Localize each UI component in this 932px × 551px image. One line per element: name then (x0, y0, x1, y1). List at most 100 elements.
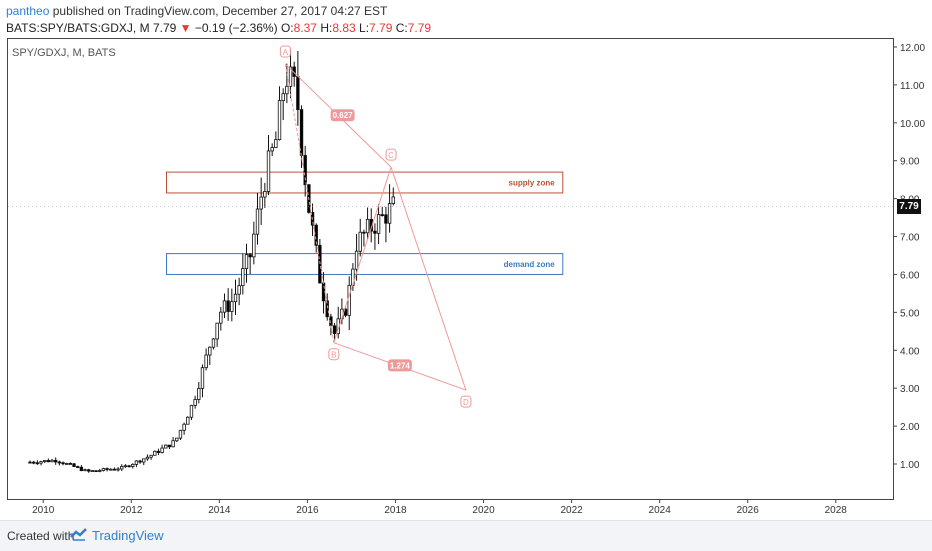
candle-body (299, 109, 304, 156)
candle-body (248, 254, 252, 258)
high-label: H: (320, 21, 333, 35)
candle-body (288, 66, 293, 87)
candle-body (94, 470, 98, 473)
candle-body (101, 468, 106, 471)
candle-body (384, 214, 388, 224)
author-link[interactable]: pantheo (6, 4, 50, 18)
candle-body (116, 468, 120, 471)
y-tick-label: 9.00 (900, 157, 920, 168)
candle-body (244, 254, 249, 269)
candle-body (149, 454, 153, 458)
demand-zone-box (166, 253, 564, 275)
candle-body (83, 469, 87, 472)
supply-zone-label: supply zone (509, 179, 556, 188)
y-tick-label: 1.00 (900, 460, 920, 471)
candle-body (318, 244, 322, 284)
candle-body (112, 468, 117, 471)
price-change: −0.19 (−2.36%) (194, 21, 278, 35)
pattern-point-a-label: A (283, 48, 289, 57)
y-tick-label: 2.00 (900, 422, 920, 433)
candle-body (376, 214, 381, 234)
candle-body (226, 300, 230, 312)
pattern-point-a-marker[interactable] (279, 45, 291, 58)
candle-body (79, 466, 84, 472)
candle-body (134, 460, 139, 465)
fib-ratio-label: 1.274 (390, 361, 411, 370)
abcd-pattern-lines (285, 63, 467, 391)
candle-body (314, 224, 318, 246)
candle-body (259, 196, 263, 210)
candle-body (263, 191, 267, 198)
last-price-badge: 7.79 (897, 199, 921, 214)
down-arrow-icon: ▼ (179, 21, 192, 35)
candle-body (57, 461, 62, 464)
x-tick-label: 2024 (649, 505, 672, 516)
candle-body (373, 230, 377, 234)
candle-body (387, 203, 392, 224)
price-chart[interactable]: 12.0011.0010.009.008.007.006.005.004.003… (0, 0, 932, 520)
chart-header: pantheo published on TradingView.com, De… (0, 0, 932, 38)
symbol-line: BATS:SPY/BATS:GDXJ, M 7.79 ▼ −0.19 (−2.3… (6, 21, 431, 35)
y-tick-label: 12.00 (900, 43, 925, 54)
candle-body (332, 325, 337, 334)
candle-body (68, 463, 73, 465)
pattern-point-c-marker[interactable] (385, 148, 397, 161)
candle-body (98, 470, 102, 472)
candle-body (72, 463, 76, 467)
tradingview-brand-link[interactable]: TradingView (92, 528, 164, 543)
last-price: 7.79 (152, 21, 177, 35)
candle-body (241, 268, 245, 286)
candle-body (325, 300, 329, 318)
candle-body (219, 311, 223, 324)
candle-body (391, 196, 395, 204)
y-tick-label: 4.00 (900, 346, 920, 357)
candle-body (171, 440, 175, 448)
candle-body (200, 367, 205, 389)
candle-body (270, 147, 274, 152)
fib-ratio-badge (387, 359, 412, 372)
candle-body (90, 470, 95, 473)
candle-body (35, 462, 40, 465)
candle-body (285, 85, 289, 95)
candle-body (255, 208, 260, 235)
candle-body (252, 233, 256, 258)
fib-ratio-badge (330, 109, 355, 122)
y-tick-label: 3.00 (900, 384, 920, 395)
candle-body (197, 387, 201, 400)
x-tick-label: 2010 (32, 505, 55, 516)
symbol-name: BATS:SPY/BATS:GDXJ, M (6, 21, 150, 35)
x-tick-label: 2026 (737, 505, 760, 516)
candle-body (175, 437, 179, 442)
candle-body (321, 282, 326, 302)
x-tick-label: 2018 (384, 505, 407, 516)
fib-ratio-label: 0.627 (333, 111, 354, 120)
candle-body (160, 447, 164, 453)
y-tick-label: 10.00 (900, 119, 925, 130)
y-tick-label: 6.00 (900, 270, 920, 281)
candle-body (131, 463, 135, 467)
candle-body (215, 322, 219, 340)
candle-body (365, 218, 370, 234)
publish-info: published on TradingView.com, December 2… (52, 4, 388, 18)
candle-body (76, 466, 80, 468)
footer-bar: Created with TradingView (0, 520, 932, 551)
y-tick-label: 7.00 (900, 233, 920, 244)
candle-body (281, 93, 285, 101)
candle-body (362, 231, 366, 234)
pattern-point-c-label: C (388, 151, 394, 160)
candle-body (145, 456, 150, 460)
open-value: 8.37 (293, 21, 317, 35)
x-tick-label: 2020 (472, 505, 495, 516)
plot-area[interactable] (7, 38, 894, 500)
candle-body (127, 465, 131, 468)
candle-body (167, 444, 172, 448)
ab-leg (284, 63, 335, 343)
pattern-point-d-label: D (463, 398, 469, 407)
candle-body (186, 416, 190, 425)
pattern-point-b-marker[interactable] (328, 348, 340, 361)
pattern-point-d-marker[interactable] (460, 395, 472, 408)
candle-body (178, 429, 183, 439)
candle-body (277, 100, 282, 141)
x-tick-label: 2012 (120, 505, 143, 516)
candle-body (204, 354, 208, 369)
